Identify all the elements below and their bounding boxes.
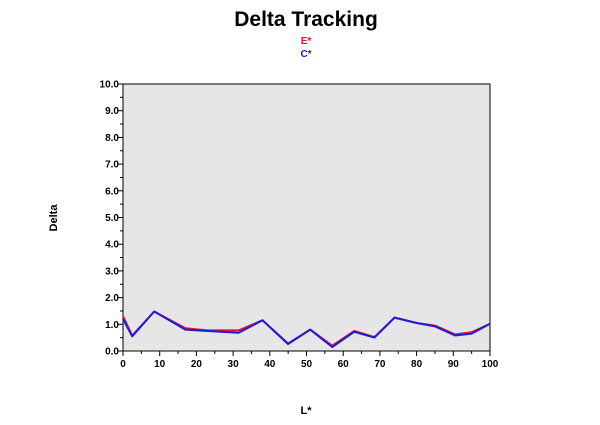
chart-title: Delta Tracking: [234, 8, 378, 31]
y-tick-label: 3.0: [105, 266, 119, 277]
y-axis: 0.0 1.0 2.0 3.0 4.0 5.0 6.0 7.0 8.0 9.0 10.0: [100, 80, 123, 358]
x-tick-label: 40: [264, 359, 276, 370]
series-line-c: [122, 310, 491, 348]
legend-entry-c: C*: [300, 49, 311, 60]
y-tick-label: 6.0: [105, 186, 119, 197]
y-tick-label: 2.0: [105, 293, 119, 304]
y-axis-label: Delta: [48, 204, 60, 232]
y-tick-label: 7.0: [105, 160, 119, 171]
y-tick-label: 8.0: [105, 133, 119, 144]
y-tick-label: 9.0: [105, 106, 119, 117]
y-tick-label: 4.0: [105, 240, 119, 251]
x-tick-label: 0: [120, 359, 126, 370]
x-axis-label: L*: [301, 405, 313, 417]
x-tick-label: 70: [374, 359, 386, 370]
y-tick-label: 5.0: [105, 213, 119, 224]
x-axis: 0 10 20 30 40 50 60 70 80 90 100: [120, 351, 499, 370]
x-tick-label: 50: [301, 359, 313, 370]
x-tick-label: 80: [411, 359, 423, 370]
x-tick-label: 100: [482, 359, 499, 370]
x-tick-label: 10: [154, 359, 166, 370]
series-lines: [122, 310, 491, 348]
x-tick-label: 90: [448, 359, 460, 370]
x-tick-label: 20: [191, 359, 203, 370]
y-tick-label: 1.0: [105, 320, 119, 331]
plot-area: [122, 83, 491, 352]
y-tick-label: 10.0: [100, 80, 120, 91]
legend-entry-e: E*: [301, 36, 312, 47]
y-tick-label: 0.0: [105, 347, 119, 358]
x-tick-label: 60: [338, 359, 350, 370]
x-tick-label: 30: [228, 359, 240, 370]
